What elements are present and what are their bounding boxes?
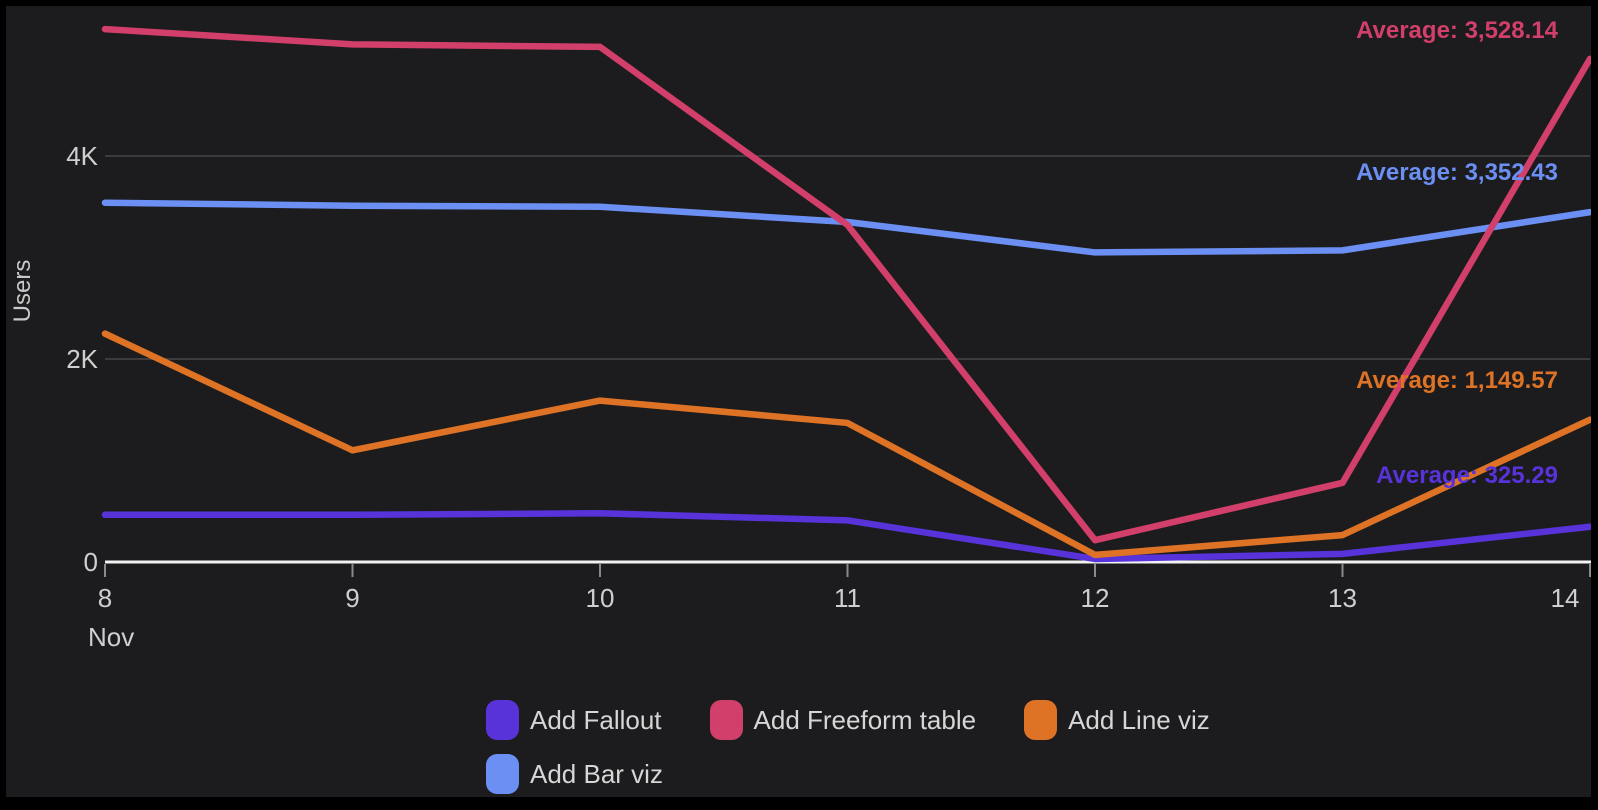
y-axis-title: Users	[9, 259, 36, 323]
series-line-add-freeform-table	[101, 25, 1594, 544]
legend-item-add-line-viz[interactable]: Add Line viz	[1024, 700, 1210, 740]
average-label-add-freeform-table: Average: 3,528.14	[1356, 17, 1558, 44]
x-tick-label-14: 14	[1550, 583, 1580, 613]
y-tick-label-0: 0	[83, 547, 98, 577]
legend-label-add-freeform-table: Add Freeform table	[753, 704, 977, 735]
legend-item-add-bar-viz[interactable]: Add Bar viz	[486, 754, 663, 794]
average-label-add-line-viz: Average: 1,149.57	[1356, 367, 1558, 394]
x-tick-label-11: 11	[834, 583, 861, 613]
chart-legend: Add Fallout Add Freeform table Add Line vi…	[486, 700, 1296, 794]
legend-swatch-add-freeform-table	[709, 700, 743, 740]
average-label-add-bar-viz: Average: 3,352.43	[1356, 159, 1558, 186]
legend-label-add-line-viz: Add Line viz	[1068, 704, 1210, 735]
series-line-add-line-viz	[101, 330, 1594, 559]
x-tick-label-13: 13	[1328, 583, 1357, 613]
x-tick-label-10: 10	[585, 583, 615, 613]
x-axis-month-label: Nov	[88, 622, 135, 652]
legend-item-add-fallout[interactable]: Add Fallout	[486, 700, 662, 740]
average-label-add-fallout: Average: 325.29	[1376, 462, 1558, 489]
legend-label-add-fallout: Add Fallout	[530, 704, 662, 735]
legend-swatch-add-bar-viz	[486, 754, 519, 794]
y-tick-label-2K: 2K	[66, 344, 98, 374]
legend-item-add-freeform-table[interactable]: Add Freeform table	[709, 700, 977, 740]
x-tick-label-8: 8	[97, 583, 113, 613]
legend-swatch-add-line-viz	[1024, 700, 1058, 740]
y-tick-label-4K: 4K	[66, 141, 98, 171]
x-tick-label-12: 12	[1080, 583, 1110, 613]
legend-swatch-add-fallout	[486, 700, 519, 740]
series-line-add-fallout	[101, 510, 1594, 563]
legend-label-add-bar-viz: Add Bar viz	[530, 758, 663, 789]
x-tick-label-9: 9	[345, 583, 360, 613]
